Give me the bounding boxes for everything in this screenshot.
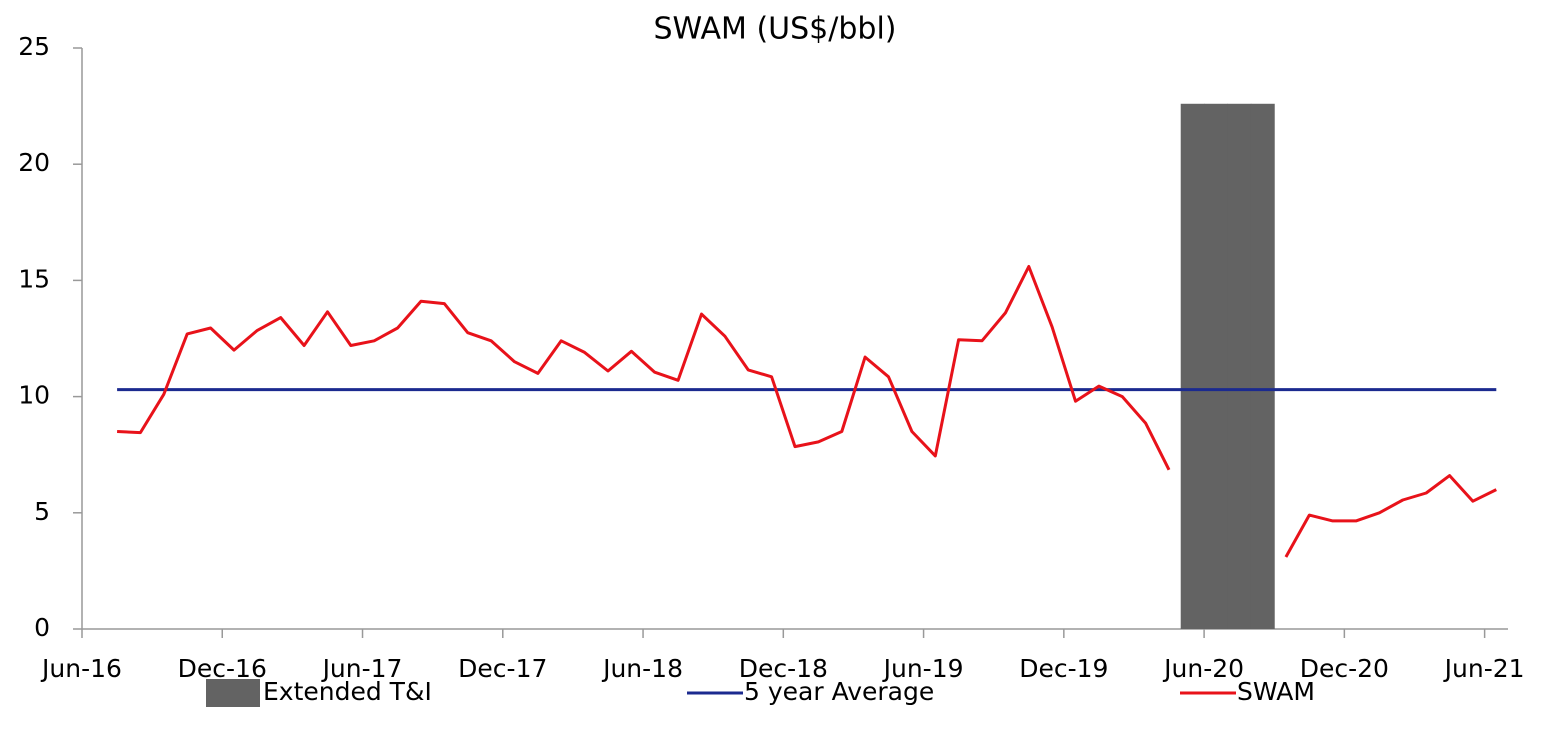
x-tick-label: Dec-18 bbox=[739, 654, 828, 683]
x-tick-label: Jun-16 bbox=[40, 654, 122, 683]
y-tick-label: 25 bbox=[18, 32, 50, 61]
x-tick-label: Dec-16 bbox=[178, 654, 267, 683]
x-tick-label: Jun-21 bbox=[1443, 654, 1525, 683]
x-tick-label: Dec-20 bbox=[1300, 654, 1389, 683]
x-tick-label: Jun-20 bbox=[1162, 654, 1244, 683]
x-tick-label: Jun-17 bbox=[321, 654, 403, 683]
bar bbox=[1250, 103, 1275, 629]
line bbox=[117, 265, 1497, 558]
x-tick-label: Jun-19 bbox=[882, 654, 964, 683]
chart-title: SWAM (US$/bbl) bbox=[653, 12, 896, 47]
y-tick-label: 5 bbox=[34, 497, 50, 526]
legend-swatch bbox=[206, 679, 260, 707]
x-tick-label: Dec-19 bbox=[1019, 654, 1108, 683]
legend-label: SWAM bbox=[1237, 677, 1315, 706]
bar bbox=[1227, 103, 1252, 629]
legend-label: Extended T&I bbox=[263, 677, 432, 706]
legend-label: 5 year Average bbox=[744, 677, 934, 706]
y-tick-label: 10 bbox=[18, 381, 50, 410]
y-tick-label: 20 bbox=[18, 148, 50, 177]
x-tick-label: Jun-18 bbox=[601, 654, 683, 683]
y-tick-label: 15 bbox=[18, 264, 50, 293]
bar bbox=[1180, 103, 1205, 629]
y-tick-label: 0 bbox=[34, 613, 50, 642]
x-tick-label: Dec-17 bbox=[458, 654, 547, 683]
bar bbox=[1204, 103, 1228, 629]
